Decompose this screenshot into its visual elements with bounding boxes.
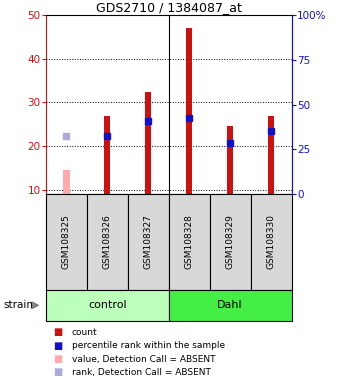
Bar [128,194,169,290]
Bar [268,116,274,194]
Bar [145,91,151,194]
Bar [227,126,233,194]
Text: GSM108330: GSM108330 [267,214,276,270]
Bar [251,194,292,290]
Text: rank, Detection Call = ABSENT: rank, Detection Call = ABSENT [72,368,210,377]
Text: GSM108328: GSM108328 [185,215,194,269]
Text: GSM108325: GSM108325 [62,215,71,269]
Text: ■: ■ [53,354,62,364]
Text: control: control [88,300,127,310]
Text: ■: ■ [53,341,62,351]
Title: GDS2710 / 1384087_at: GDS2710 / 1384087_at [96,1,242,14]
Bar [104,116,110,194]
Bar [186,28,192,194]
Bar [169,290,292,321]
Text: ■: ■ [53,327,62,337]
Text: GSM108326: GSM108326 [103,215,112,269]
Bar [46,290,169,321]
Bar [63,170,70,194]
Text: strain: strain [3,300,33,310]
Text: Dahl: Dahl [217,300,243,310]
Bar [210,194,251,290]
Text: value, Detection Call = ABSENT: value, Detection Call = ABSENT [72,354,215,364]
Text: ■: ■ [53,367,62,377]
Bar [87,194,128,290]
Text: GSM108327: GSM108327 [144,215,153,269]
Text: percentile rank within the sample: percentile rank within the sample [72,341,225,350]
Bar [46,194,87,290]
Bar [169,194,210,290]
Text: count: count [72,328,97,337]
Text: GSM108329: GSM108329 [226,215,235,269]
